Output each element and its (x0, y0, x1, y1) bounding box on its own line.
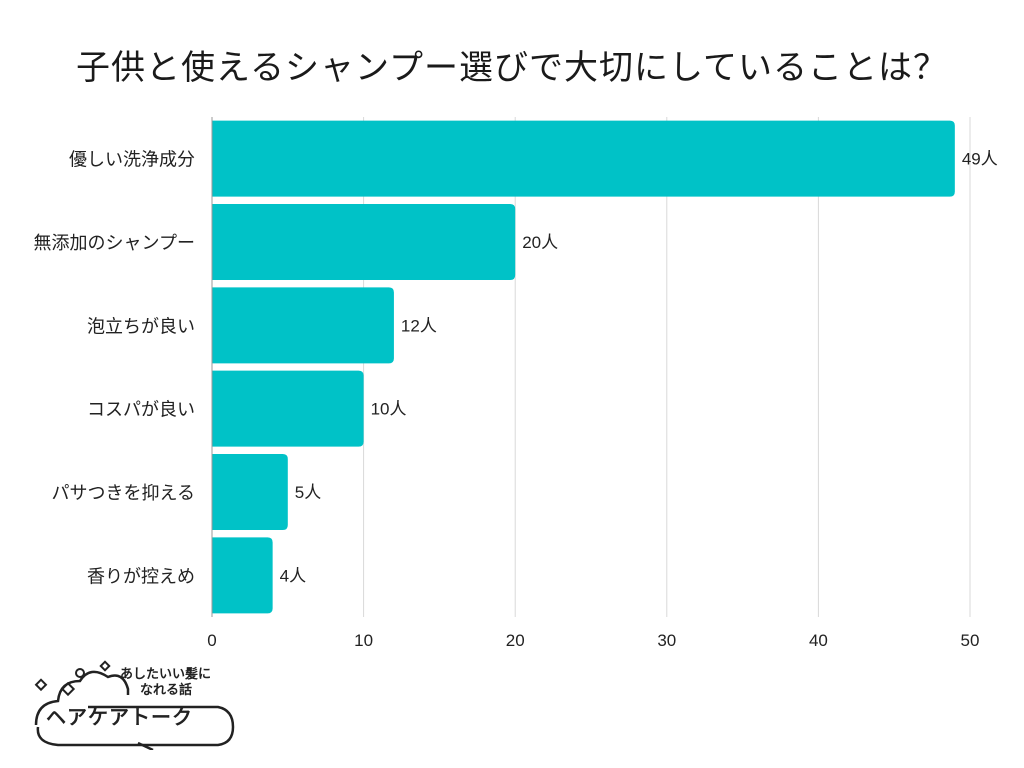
x-tick-label: 0 (207, 631, 216, 650)
logo-brand-name: ヘアケアトーク (46, 705, 193, 729)
category-label: 無添加のシャンプー (34, 233, 195, 254)
data-label: 5人 (295, 483, 321, 502)
bar-chart: 0 10 20 30 40 50 49人 優しい洗浄成分 20人 無添加のシャンプー 12人 泡立ちが… (34, 117, 998, 650)
data-label: 12人 (401, 316, 437, 335)
x-tick-label: 10 (354, 631, 373, 650)
data-label: 20人 (522, 233, 558, 252)
data-label: 4人 (280, 566, 306, 585)
logo-tagline-2: なれる話 (140, 683, 193, 698)
category-label: 優しい洗浄成分 (69, 150, 195, 171)
bar (212, 370, 364, 447)
chart-title: 子供と使えるシャンプー選びで大切にしていることは？ (76, 48, 948, 88)
bar (212, 204, 516, 280)
x-tick-label: 20 (506, 631, 525, 650)
bar (212, 120, 955, 197)
data-label: 10人 (371, 400, 407, 419)
logo-cloud-icon (34, 660, 235, 752)
bar (212, 454, 288, 530)
logo-tagline-1: あしたいい髪に (120, 667, 212, 682)
bar (212, 287, 394, 364)
x-tick-label: 40 (809, 631, 828, 650)
brand-logo: あしたいい髪に なれる話 ヘアケアトーク (28, 655, 248, 752)
category-label: パサつきを抑える (52, 483, 195, 504)
category-label: 香りが控えめ (87, 566, 195, 587)
data-label: 49人 (962, 150, 998, 169)
x-tick-label: 30 (657, 631, 676, 650)
bar (212, 537, 273, 614)
category-label: 泡立ちが良い (87, 316, 195, 337)
category-label: コスパが良い (87, 400, 195, 421)
x-tick-label: 50 (961, 631, 980, 650)
